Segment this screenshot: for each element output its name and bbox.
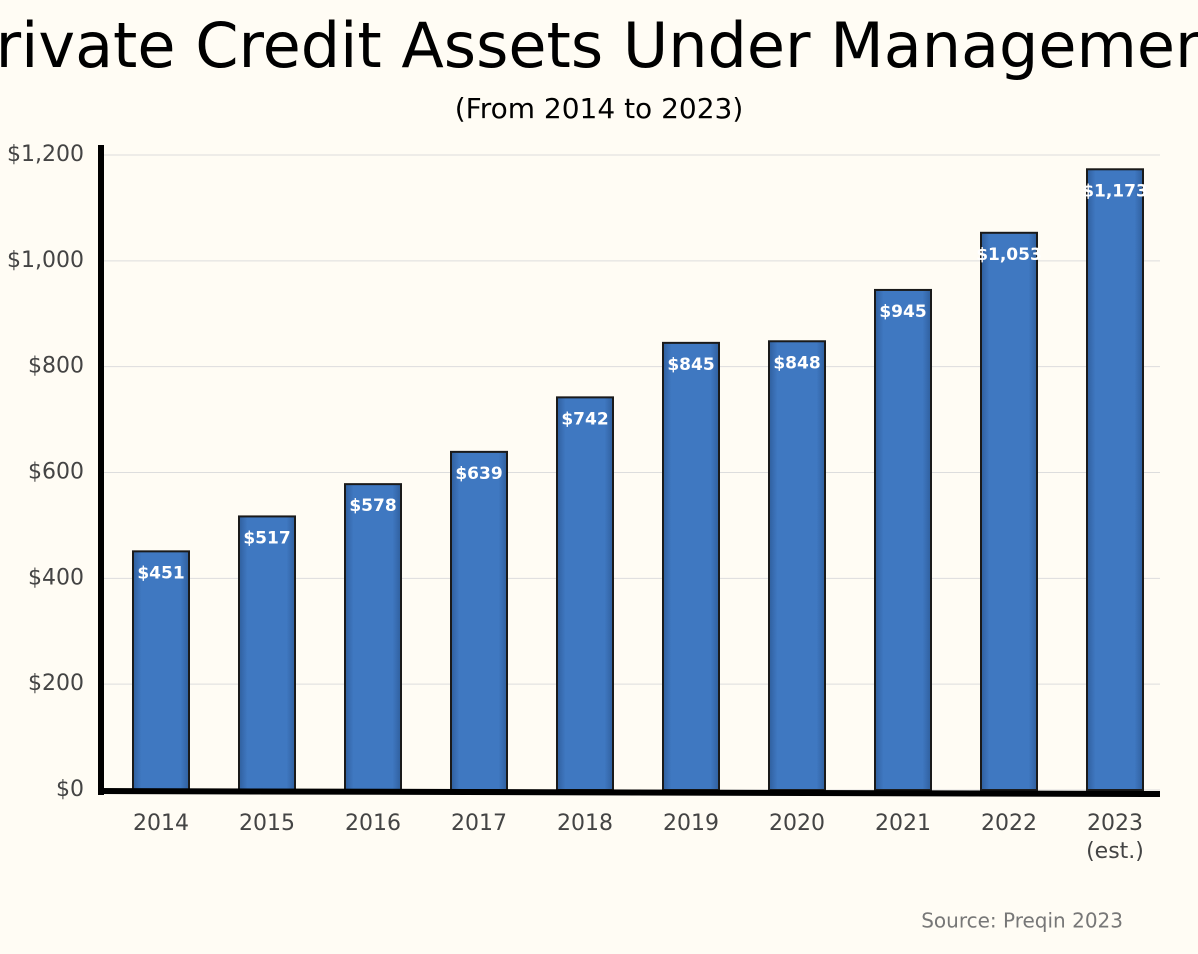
bar [662,341,720,791]
bar [556,396,614,791]
value-label: $845 [667,355,714,375]
x-tick-label: 2020 [769,811,825,836]
value-label: $742 [561,409,608,429]
y-tick-label: $400 [28,565,84,590]
x-tick-label: 2015 [239,811,295,836]
value-label: $578 [349,496,396,516]
x-tick-label: 2017 [451,811,507,836]
bar [132,550,190,791]
x-tick-label: 2023 (est.) [1086,811,1144,864]
bar [1086,168,1144,792]
x-tick-label: 2014 [133,811,189,836]
y-tick-label: $200 [28,671,84,696]
y-tick-label: $1,200 [7,142,84,167]
x-axis [97,788,1161,797]
bar [450,450,508,791]
value-label: $517 [243,528,290,548]
value-label: $1,053 [976,245,1042,265]
value-label: $639 [455,464,502,484]
y-tick-label: $1,000 [7,248,84,273]
x-tick-label: 2018 [557,811,613,836]
value-label: $1,173 [1082,181,1148,201]
chart-subtitle: (From 2014 to 2023) [455,92,744,125]
value-label: $848 [773,353,820,373]
y-tick-label: $800 [28,354,84,379]
y-tick-label: $0 [56,777,84,802]
value-label: $945 [879,302,926,322]
bar [768,340,826,791]
bar [874,288,932,791]
x-tick-label: 2016 [345,811,401,836]
bar [980,231,1038,792]
x-tick-label: 2019 [663,811,719,836]
x-tick-label: 2021 [875,811,931,836]
bar [238,515,296,791]
source-note: Source: Preqin 2023 [921,909,1123,933]
bar [344,483,402,791]
value-label: $451 [137,563,184,583]
x-tick-label: 2022 [981,811,1037,836]
chart-title: Private Credit Assets Under Management [0,9,1198,82]
y-tick-label: $600 [28,460,84,485]
